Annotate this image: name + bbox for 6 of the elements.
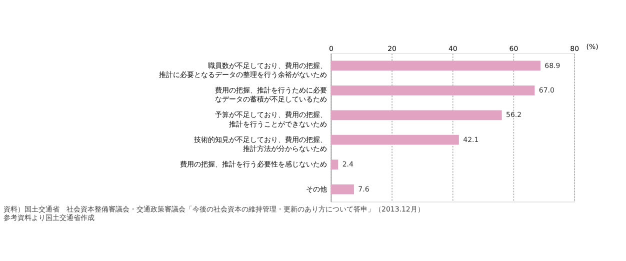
bar xyxy=(330,110,502,120)
bar xyxy=(330,184,354,194)
bar xyxy=(330,85,535,96)
bar xyxy=(330,160,338,170)
bar xyxy=(330,60,540,71)
bar xyxy=(330,134,459,145)
